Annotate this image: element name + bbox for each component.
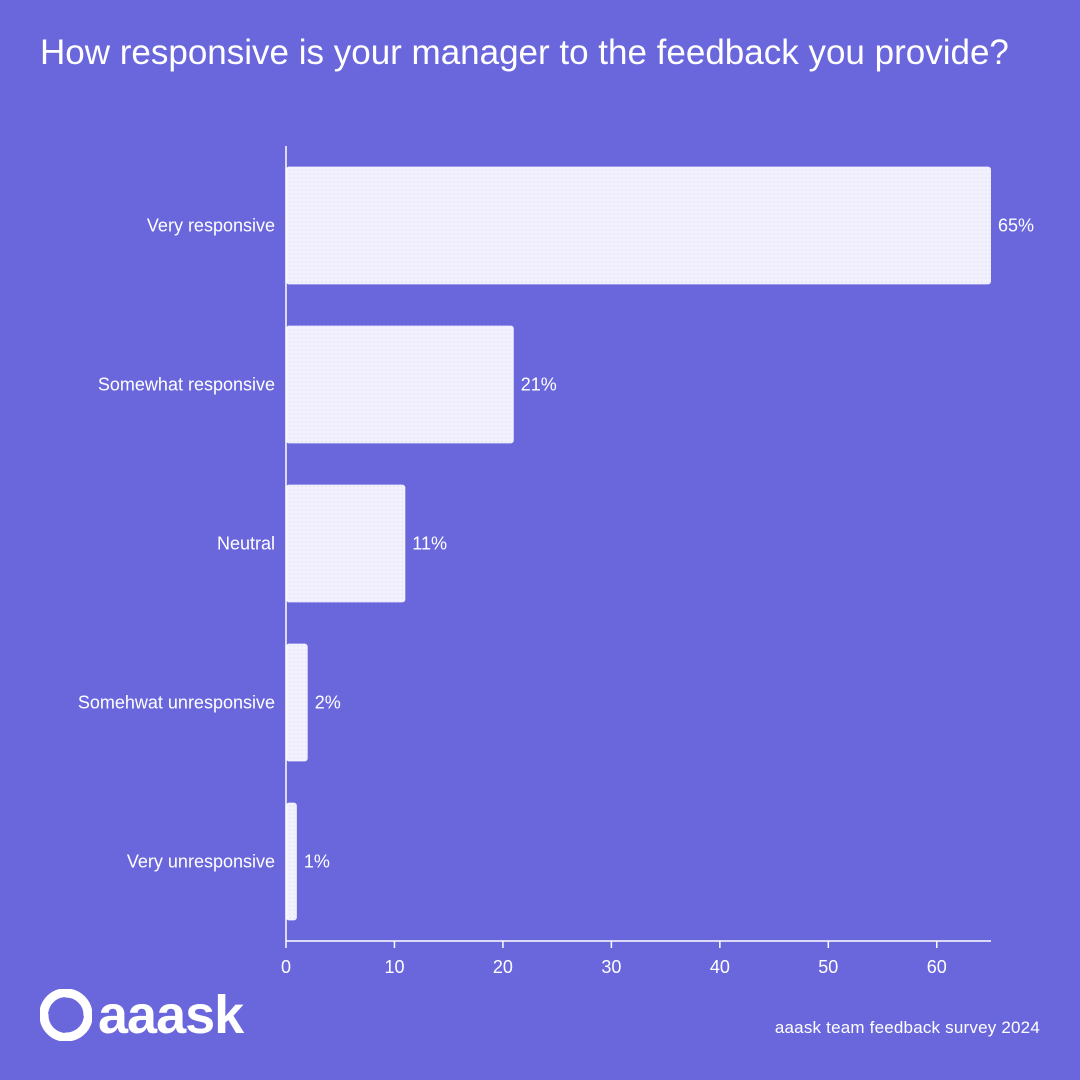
value-label-2: 11% [412, 534, 447, 554]
x-tick-label-6: 60 [927, 957, 947, 977]
chart-title: How responsive is your manager to the fe… [40, 33, 1009, 72]
x-tick-label-3: 30 [601, 957, 621, 977]
value-label-1: 21% [521, 375, 557, 395]
x-tick-label-2: 20 [493, 957, 513, 977]
bar-4 [286, 802, 297, 921]
x-tick-label-0: 0 [281, 957, 291, 977]
category-label-0: Very responsive [147, 216, 275, 236]
aaask-logo-icon [40, 989, 92, 1041]
category-label-3: Somehwat unresponsive [78, 693, 275, 713]
bar-2 [286, 484, 406, 603]
value-label-4: 1% [304, 852, 330, 872]
x-tick-label-4: 40 [710, 957, 730, 977]
brand-logo: aaask [40, 985, 244, 1045]
category-label-4: Very unresponsive [127, 852, 275, 872]
x-tick-label-5: 50 [818, 957, 838, 977]
x-tick-label-1: 10 [384, 957, 404, 977]
bar-0 [286, 166, 991, 285]
bar-1 [286, 325, 514, 444]
bar-3 [286, 643, 308, 762]
category-label-2: Neutral [217, 534, 275, 554]
source-note: aaask team feedback survey 2024 [774, 1018, 1040, 1037]
value-label-3: 2% [315, 693, 341, 713]
category-label-1: Somewhat responsive [98, 375, 275, 395]
brand-name: aaask [98, 985, 244, 1045]
value-label-0: 65% [998, 216, 1034, 236]
